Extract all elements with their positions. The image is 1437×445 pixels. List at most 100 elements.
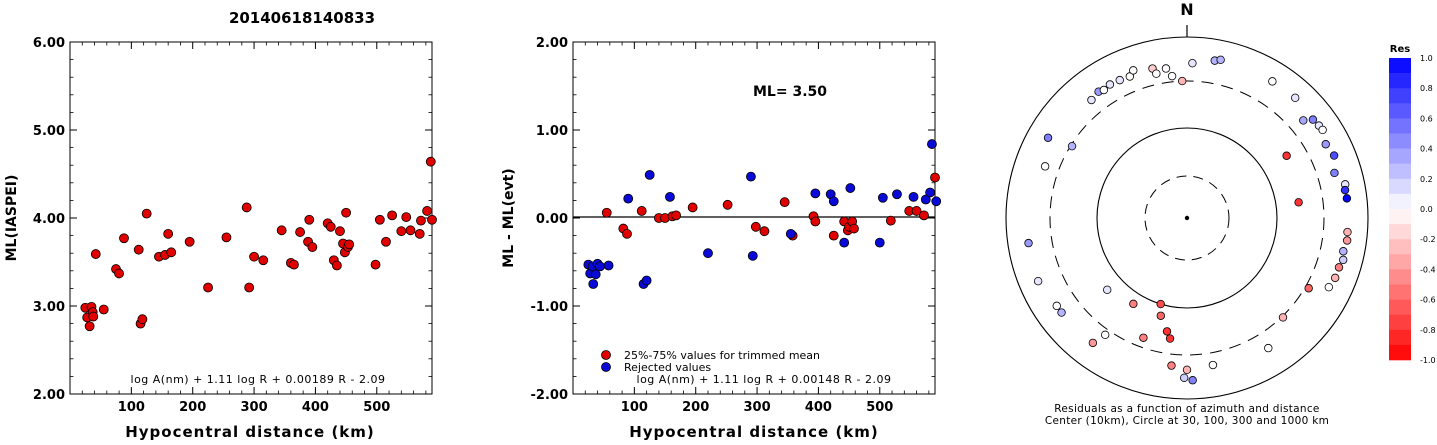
x-axis-label-left: Hypocentral distance (km) — [125, 423, 375, 441]
station-marker — [1330, 168, 1339, 178]
figure-title: 20140618140833 — [229, 9, 375, 27]
station-marker — [1334, 263, 1344, 272]
x-tick-label: 500 — [363, 400, 390, 415]
y-tick-label: 2.00 — [536, 36, 568, 51]
data-point — [671, 210, 681, 221]
station-marker — [1067, 141, 1077, 151]
data-point — [911, 206, 922, 216]
legend-marker-rejected — [601, 362, 611, 372]
station-marker — [1339, 255, 1348, 265]
y-axis-label-middle: ML - ML(evt) — [501, 168, 517, 267]
station-marker — [1299, 116, 1308, 125]
colorbar-cell — [1389, 163, 1411, 180]
y-tick-label: 0.00 — [536, 212, 568, 227]
station-marker — [1321, 140, 1330, 149]
station-marker — [1105, 80, 1115, 89]
y-tick-label: 2.00 — [33, 388, 65, 403]
data-point — [588, 279, 599, 289]
data-point — [307, 242, 318, 252]
data-point — [425, 156, 436, 167]
data-point — [331, 260, 342, 271]
data-point — [623, 193, 634, 204]
y-tick-label: 6.00 — [33, 36, 65, 51]
data-point — [401, 212, 412, 223]
station-marker — [1340, 185, 1350, 195]
data-point — [422, 206, 432, 216]
data-point — [930, 172, 940, 183]
ml-label: ML= 3.50 — [753, 84, 827, 100]
data-point — [341, 207, 352, 218]
data-point — [258, 255, 269, 266]
y-tick-label: 3.00 — [33, 300, 65, 315]
y-tick-label: 1.00 — [536, 124, 568, 139]
station-marker — [1178, 76, 1187, 86]
station-marker — [1100, 330, 1110, 340]
station-marker — [1057, 308, 1066, 317]
x-tick-label: 200 — [682, 400, 709, 415]
station-marker — [1161, 64, 1171, 73]
y-axis-label-left: ML(IASPEI) — [4, 175, 20, 262]
data-point — [746, 171, 756, 182]
colorbar-cell — [1389, 118, 1411, 134]
station-marker — [1165, 334, 1175, 343]
data-point — [687, 202, 698, 213]
x-axis-label-middle: Hypocentral distance (km) — [629, 423, 879, 441]
x-ticks-middle: 100 200 300 400 500 — [584, 42, 930, 415]
station-marker — [1167, 71, 1177, 81]
station-marker — [1291, 93, 1300, 103]
data-point — [289, 259, 299, 270]
data-point — [665, 191, 675, 202]
data-point — [416, 215, 426, 226]
colorbar-cell — [1389, 133, 1411, 149]
station-marker — [1318, 125, 1327, 135]
station-marker — [1156, 299, 1165, 309]
y-tick-label: -1.00 — [531, 300, 568, 315]
y-tick-label: 4.00 — [33, 212, 65, 227]
colorbar-tick-label: 0.6 — [1420, 114, 1433, 123]
data-point — [779, 197, 790, 208]
station-marker — [1304, 284, 1313, 293]
data-point — [703, 248, 713, 259]
data-point — [644, 169, 655, 180]
data-point — [90, 249, 101, 259]
colorbar-cell — [1389, 239, 1411, 255]
data-point — [295, 227, 305, 237]
station-marker — [1343, 227, 1352, 237]
x-tick-label: 300 — [743, 400, 770, 415]
station-marker — [1024, 238, 1033, 248]
colorbar-cell — [1389, 344, 1411, 361]
colorbar-cell — [1389, 88, 1411, 104]
polar-residual-plot: N Residuals as a function of azimuth and… — [1005, 0, 1369, 427]
ring-300km — [1049, 80, 1325, 356]
data-point — [387, 210, 398, 221]
x-tick-label: 500 — [866, 400, 893, 415]
x-tick-label: 200 — [179, 400, 206, 415]
colorbar-cell — [1389, 254, 1411, 270]
station-marker — [1216, 55, 1225, 65]
colorbar-cell — [1389, 73, 1411, 89]
data-point — [304, 214, 315, 225]
data-point — [828, 196, 839, 207]
ring-30km — [1144, 175, 1230, 261]
y-tick-label: -2.00 — [531, 388, 568, 403]
x-tick-label: 400 — [302, 400, 329, 415]
data-point — [908, 191, 919, 202]
colorbar-cell — [1389, 148, 1411, 164]
y-tick-label: 5.00 — [33, 124, 65, 139]
data-point — [276, 225, 287, 236]
ring-100km — [1096, 127, 1278, 309]
data-point — [335, 226, 345, 237]
colorbar-tick-label: 0.4 — [1420, 145, 1433, 154]
colorbar-cell — [1389, 178, 1411, 195]
colorbar: Res 1.0 0.8 0.6 0.4 0.2 0.0 -0.2 -0.4 -0.6 -0.8 -1… — [1389, 44, 1436, 365]
station-marker — [1052, 301, 1061, 311]
station-marker — [1278, 313, 1288, 322]
ring-1000km — [1005, 36, 1369, 400]
data-point — [885, 215, 896, 226]
data-point — [98, 304, 109, 315]
data-point — [590, 269, 601, 280]
station-marker — [1103, 285, 1112, 295]
legend-label-rejected: Rejected values — [624, 361, 711, 374]
